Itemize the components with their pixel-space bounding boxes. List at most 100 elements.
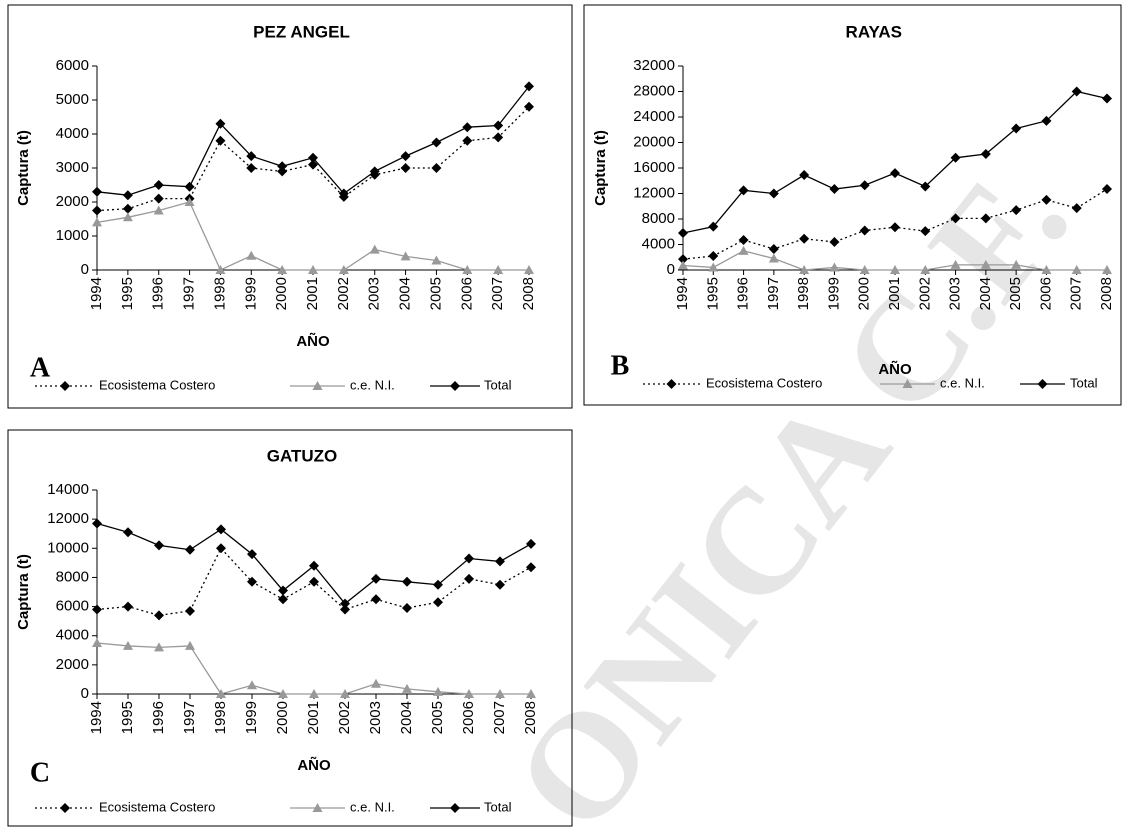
y-tick-label: 28000 [633, 82, 675, 99]
marker [433, 579, 443, 590]
chart-title: RAYAS [846, 22, 902, 41]
marker [708, 221, 719, 232]
marker [340, 598, 350, 609]
x-tick-label: 1999 [243, 701, 260, 734]
x-tick-label: 2000 [856, 277, 873, 310]
x-tick-label: 2003 [367, 701, 384, 734]
marker [92, 638, 102, 647]
marker [278, 585, 288, 596]
x-tick-label: 2005 [427, 277, 444, 310]
marker [153, 205, 164, 215]
marker [1011, 123, 1022, 134]
marker [799, 233, 810, 244]
marker [215, 265, 226, 274]
y-tick-label: 5000 [56, 91, 89, 108]
marker [708, 250, 719, 261]
marker [277, 166, 288, 177]
marker [738, 235, 749, 246]
marker [1071, 86, 1082, 97]
marker [799, 265, 810, 274]
marker [495, 556, 505, 567]
x-tick-label: 2002 [335, 277, 352, 310]
marker [524, 101, 534, 112]
marker [464, 573, 474, 584]
marker [246, 151, 257, 162]
y-axis-label: Captura (t) [15, 130, 32, 206]
marker [431, 163, 442, 173]
marker [666, 379, 677, 389]
marker [980, 213, 991, 224]
marker [829, 236, 840, 247]
legend-label: Ecosistema Costero [706, 375, 822, 390]
marker [123, 640, 133, 650]
marker [859, 265, 870, 274]
marker [402, 683, 412, 693]
marker [154, 642, 164, 652]
marker [60, 381, 70, 391]
marker [950, 152, 961, 163]
marker [278, 594, 288, 605]
marker [738, 245, 749, 255]
x-tick-label: 1998 [212, 701, 229, 734]
x-tick-label: 1994 [88, 701, 105, 734]
marker [890, 168, 900, 179]
marker [1041, 115, 1052, 126]
marker [450, 803, 460, 813]
x-tick-label: 1996 [735, 277, 752, 310]
marker [369, 244, 380, 254]
marker [247, 549, 257, 560]
legend-label: c.e. N.I. [940, 375, 985, 390]
marker [340, 604, 350, 615]
marker [462, 265, 473, 274]
marker [464, 689, 474, 698]
marker [338, 265, 349, 274]
marker [246, 163, 257, 173]
legend-label: c.e. N.I. [350, 799, 395, 814]
y-tick-label: 32000 [633, 57, 675, 74]
marker [1071, 203, 1082, 214]
marker [493, 132, 504, 143]
y-axis-label: Captura (t) [15, 554, 32, 630]
marker [308, 265, 318, 274]
chart-title: PEZ ANGEL [253, 22, 350, 41]
y-tick-label: 3000 [56, 159, 89, 176]
marker [154, 540, 164, 551]
marker [277, 265, 288, 274]
marker [185, 605, 195, 616]
marker [247, 680, 257, 690]
marker [122, 203, 133, 214]
marker [524, 265, 534, 274]
x-tick-label: 2005 [1007, 277, 1024, 310]
marker [1071, 265, 1082, 274]
marker [60, 803, 70, 813]
marker [369, 166, 380, 177]
marker [462, 135, 473, 146]
y-tick-label: 4000 [56, 627, 89, 644]
y-tick-label: 1000 [56, 227, 89, 244]
y-tick-label: 20000 [633, 133, 675, 150]
panel-label: C [30, 757, 50, 788]
marker [859, 180, 870, 191]
y-tick-label: 0 [667, 261, 675, 278]
marker [1102, 93, 1112, 104]
marker [215, 135, 226, 146]
marker [371, 594, 381, 605]
marker [829, 262, 840, 272]
marker [678, 260, 688, 270]
marker [768, 188, 779, 199]
marker [433, 686, 443, 696]
x-tick-label: 2006 [458, 277, 475, 310]
marker [309, 576, 319, 587]
marker [277, 161, 288, 172]
y-tick-label: 12000 [47, 510, 89, 527]
marker [890, 222, 900, 233]
marker [431, 137, 442, 148]
x-tick-label: 1997 [181, 277, 198, 310]
marker [464, 553, 474, 564]
marker [216, 689, 226, 698]
y-tick-label: 4000 [642, 235, 675, 252]
marker [122, 212, 133, 222]
marker [678, 228, 688, 239]
marker [450, 381, 460, 391]
